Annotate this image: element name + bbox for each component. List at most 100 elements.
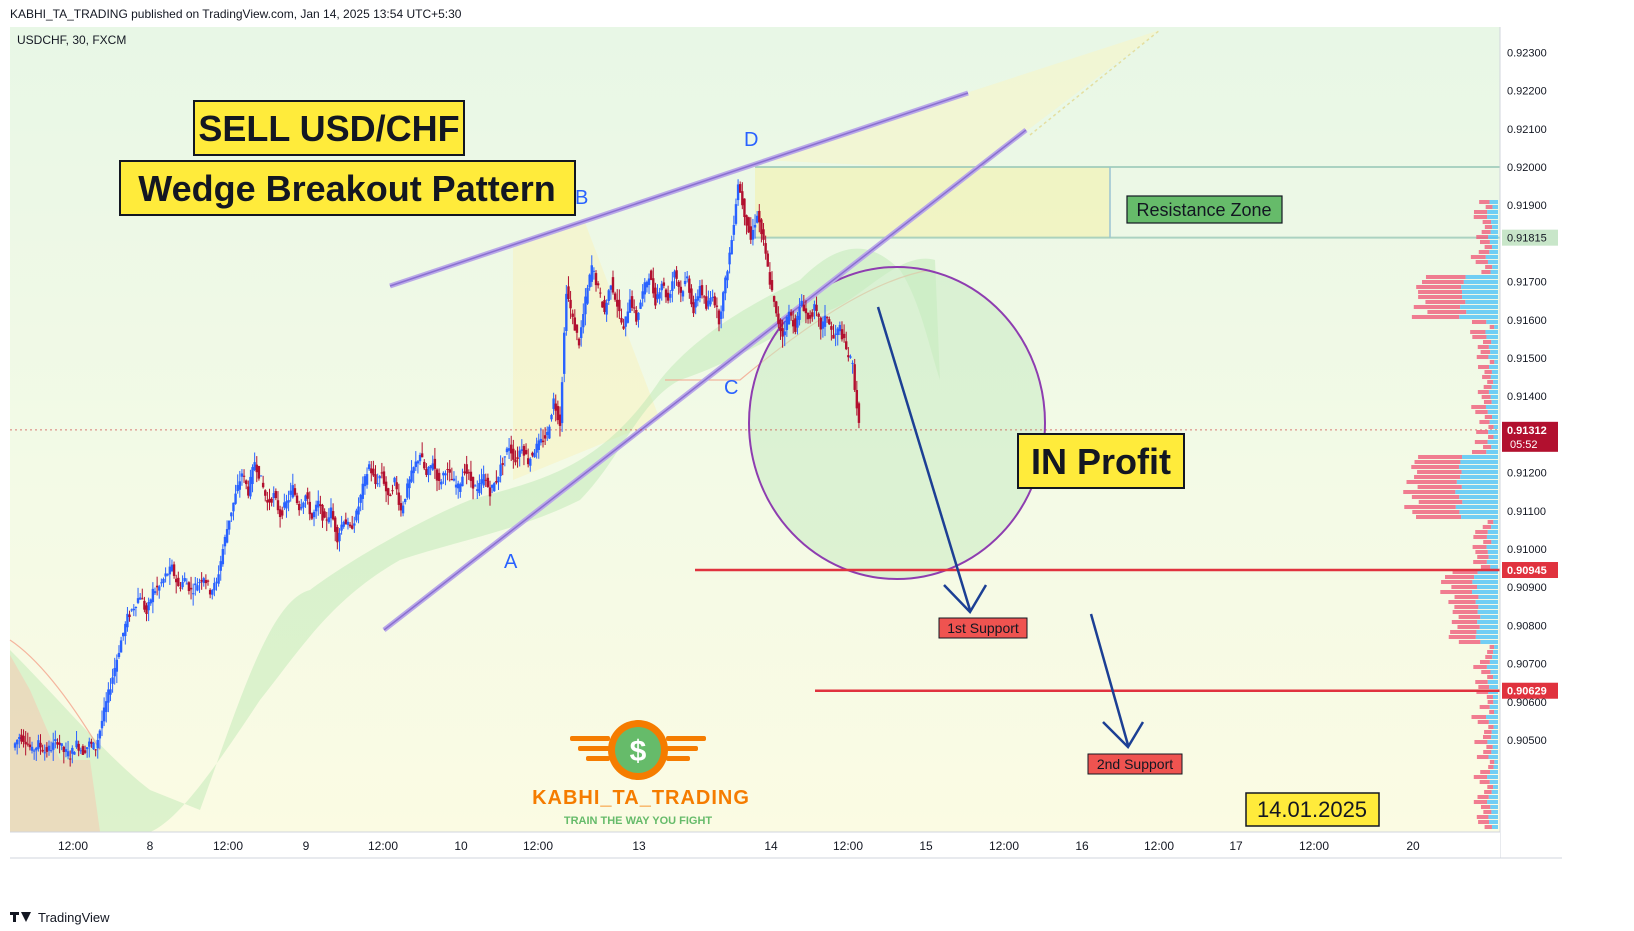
vp-bar-sell	[1483, 540, 1492, 544]
candle-body	[370, 468, 373, 474]
vp-bar-buy	[1494, 325, 1498, 329]
candle-body	[228, 520, 231, 530]
candle-body	[753, 224, 757, 228]
vp-bar-sell	[1473, 210, 1488, 214]
vp-bar-buy	[1491, 385, 1498, 389]
candle-body	[204, 579, 208, 584]
footer-brand-text: TradingView	[38, 909, 110, 925]
candle-body	[30, 746, 34, 751]
candle-body	[499, 464, 502, 477]
candle-body	[605, 302, 608, 315]
candle-body	[211, 590, 214, 595]
candle-body	[24, 741, 27, 745]
candle-body	[490, 485, 494, 488]
vp-bar-sell	[1473, 800, 1488, 804]
cloud-red-fill	[10, 655, 100, 832]
candle-body	[365, 474, 369, 485]
vp-bar-buy	[1487, 800, 1498, 804]
vp-bar-buy	[1490, 565, 1498, 569]
vp-bar-sell	[1411, 465, 1459, 469]
time-axis[interactable]	[10, 832, 1500, 858]
vp-bar-sell	[1412, 510, 1460, 514]
candle-body	[620, 317, 623, 323]
candle-body	[420, 453, 424, 458]
vp-bar-buy	[1461, 470, 1498, 474]
candle-body	[743, 198, 746, 218]
candle-body	[770, 280, 774, 291]
candle-body	[698, 285, 702, 299]
candle-body	[739, 184, 742, 193]
candle-body	[272, 493, 275, 499]
candle-body	[622, 326, 625, 329]
candle-body	[705, 296, 708, 309]
vp-bar-buy	[1477, 585, 1498, 589]
candle-body	[673, 271, 676, 278]
candle-body	[565, 293, 568, 332]
candle-body	[175, 578, 178, 583]
candle-body	[302, 502, 305, 508]
vp-bar-buy	[1493, 700, 1498, 704]
vp-bar-buy	[1489, 420, 1498, 424]
vp-bar-sell	[1475, 550, 1488, 554]
candle-body	[155, 585, 159, 588]
candle-body	[480, 479, 483, 484]
candle-body	[374, 474, 377, 485]
candle-body	[353, 523, 356, 526]
candle-body	[635, 309, 638, 322]
candle-body	[802, 304, 806, 312]
logo-name: KABHI_TA_TRADING	[532, 787, 750, 809]
candle-body	[162, 578, 165, 583]
vp-bar-sell	[1487, 785, 1494, 789]
candle-body	[382, 471, 386, 484]
vp-bar-buy	[1458, 465, 1498, 469]
candle-body	[751, 229, 755, 240]
vp-bar-buy	[1492, 225, 1498, 229]
candle-body	[847, 355, 850, 358]
candle-body	[823, 315, 827, 327]
candle-body	[694, 299, 697, 308]
candle-body	[637, 312, 640, 320]
candle-body	[68, 758, 72, 760]
vp-bar-sell	[1475, 260, 1488, 264]
ichimoku-cloud	[10, 248, 940, 833]
vp-bar-buy	[1488, 690, 1498, 694]
x-tick-label: 16	[1075, 839, 1089, 853]
candle-body	[295, 495, 299, 503]
footer-brand[interactable]: TradingView	[10, 905, 110, 929]
candle-body	[387, 488, 390, 496]
candle-body	[147, 602, 150, 611]
vp-bar-sell	[1475, 410, 1488, 414]
vp-bar-buy	[1492, 265, 1498, 269]
candle-body	[533, 452, 536, 458]
candle-body	[397, 492, 401, 505]
vp-bar-sell	[1485, 205, 1493, 209]
candle-body	[361, 483, 364, 499]
vp-bar-sell	[1473, 665, 1487, 669]
logo-dollar: $	[630, 735, 647, 768]
candle-body	[630, 296, 634, 308]
candle-body	[592, 270, 596, 272]
candle-body	[71, 747, 74, 754]
candle-body	[208, 589, 212, 595]
candle-body	[713, 296, 716, 306]
candle-body	[656, 294, 659, 300]
y-tick-label: 0.91500	[1507, 353, 1547, 365]
candle-body	[153, 591, 157, 594]
candle-body	[179, 587, 182, 589]
logo-wings-icon	[570, 736, 706, 761]
candle-body	[107, 689, 110, 703]
vp-bar-buy	[1485, 405, 1498, 409]
candle-body	[845, 341, 848, 350]
vp-bar-buy	[1489, 820, 1498, 824]
candle-body	[582, 314, 585, 328]
candle-body	[649, 270, 653, 280]
candle-body	[47, 745, 51, 751]
candle-body	[45, 747, 49, 752]
candle-body	[524, 450, 528, 455]
vp-bar-buy	[1487, 210, 1498, 214]
vp-bar-buy	[1461, 515, 1498, 519]
vp-bar-buy	[1490, 230, 1498, 234]
candle-body	[54, 739, 57, 742]
candle-body	[815, 304, 818, 312]
